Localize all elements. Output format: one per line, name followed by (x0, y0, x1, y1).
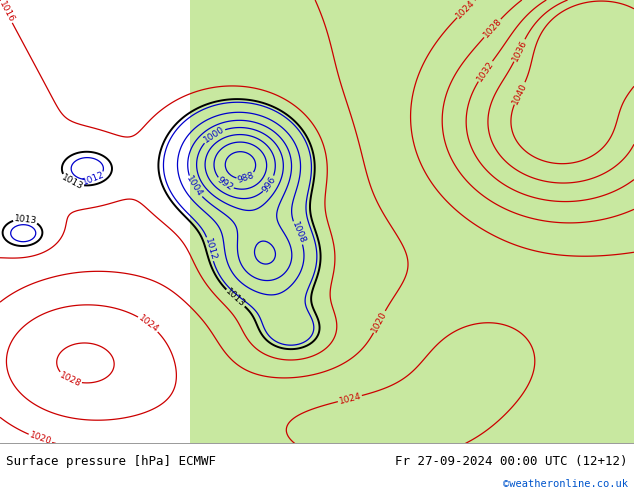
Text: 1020: 1020 (28, 431, 53, 447)
Text: 1000: 1000 (202, 125, 226, 145)
Text: 1008: 1008 (290, 220, 307, 245)
Text: 992: 992 (216, 175, 235, 193)
Text: Surface pressure [hPa] ECMWF: Surface pressure [hPa] ECMWF (6, 455, 216, 467)
Bar (190, 0, 634, 443)
Text: 1012: 1012 (203, 237, 217, 261)
Text: 988: 988 (236, 171, 256, 185)
Text: 1024: 1024 (455, 0, 477, 20)
Text: 1036: 1036 (510, 38, 529, 63)
Text: 1013: 1013 (224, 287, 247, 309)
Text: 1024: 1024 (338, 392, 362, 406)
Text: 1028: 1028 (481, 17, 503, 40)
Text: Fr 27-09-2024 00:00 UTC (12+12): Fr 27-09-2024 00:00 UTC (12+12) (395, 455, 628, 467)
Text: 1004: 1004 (184, 175, 204, 199)
Text: 1012: 1012 (81, 171, 106, 187)
Text: 1020: 1020 (370, 310, 389, 334)
Text: ©weatheronline.co.uk: ©weatheronline.co.uk (503, 479, 628, 490)
Text: 996: 996 (261, 174, 278, 194)
Text: 1040: 1040 (510, 81, 529, 105)
Text: 1013: 1013 (60, 173, 84, 192)
Text: 1016: 1016 (0, 0, 16, 24)
Text: 1028: 1028 (58, 370, 82, 389)
Text: 1024: 1024 (137, 313, 160, 334)
Text: 1013: 1013 (13, 214, 37, 225)
Text: 1032: 1032 (475, 59, 495, 83)
